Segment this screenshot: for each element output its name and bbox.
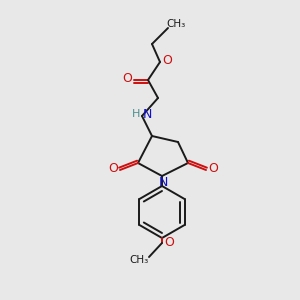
Text: O: O bbox=[162, 55, 172, 68]
Text: N: N bbox=[158, 176, 168, 188]
Text: O: O bbox=[122, 73, 132, 85]
Text: N: N bbox=[142, 107, 152, 121]
Text: CH₃: CH₃ bbox=[167, 19, 186, 29]
Text: CH₃: CH₃ bbox=[129, 255, 148, 265]
Text: O: O bbox=[164, 236, 174, 250]
Text: H: H bbox=[132, 109, 140, 119]
Text: O: O bbox=[108, 163, 118, 176]
Text: O: O bbox=[208, 163, 218, 176]
